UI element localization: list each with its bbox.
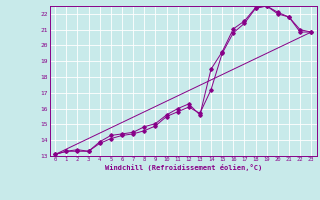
X-axis label: Windchill (Refroidissement éolien,°C): Windchill (Refroidissement éolien,°C) (105, 164, 262, 171)
